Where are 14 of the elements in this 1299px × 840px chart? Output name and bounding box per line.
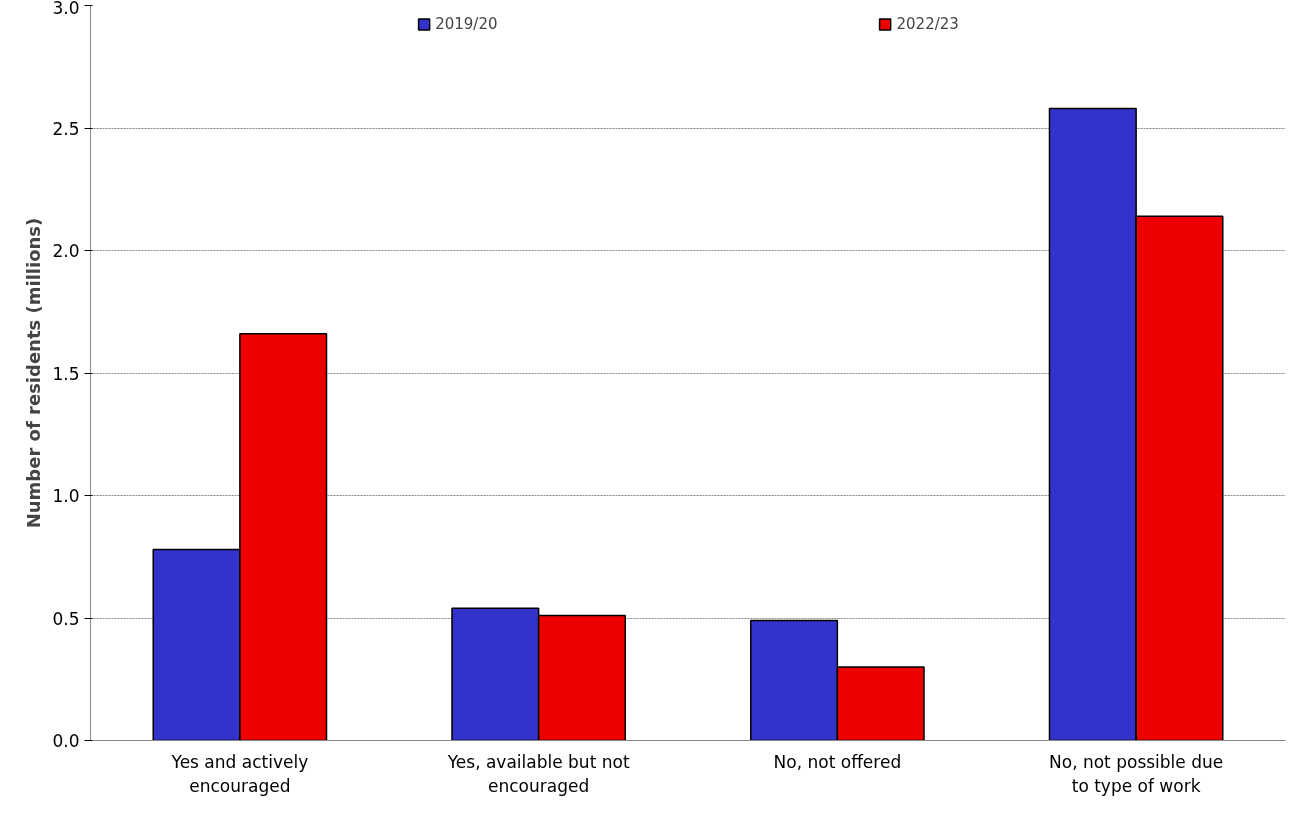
y-tick-label: 2.5	[52, 118, 80, 139]
legend-label: 2019/20	[435, 15, 498, 33]
y-tick-label: 0.0	[52, 731, 80, 751]
y-tick-label: 2.0	[52, 241, 80, 261]
y-tick-label: 3.0	[52, 0, 80, 18]
x-tick-label: Yes and actively encouraged	[170, 751, 309, 796]
x-tick-label: No, not possible due to type of work	[1049, 751, 1224, 796]
x-tick-label: Yes, available but not encouraged	[446, 751, 630, 796]
y-tick-label: 1.5	[52, 363, 80, 384]
x-tick-label: No, not offered	[773, 751, 902, 772]
y-axis-title: Number of residents (millions)	[23, 217, 45, 529]
legend-label: 2022/23	[896, 15, 959, 33]
y-tick-label: 1.0	[52, 486, 80, 506]
y-tick-label: 0.5	[52, 608, 80, 629]
